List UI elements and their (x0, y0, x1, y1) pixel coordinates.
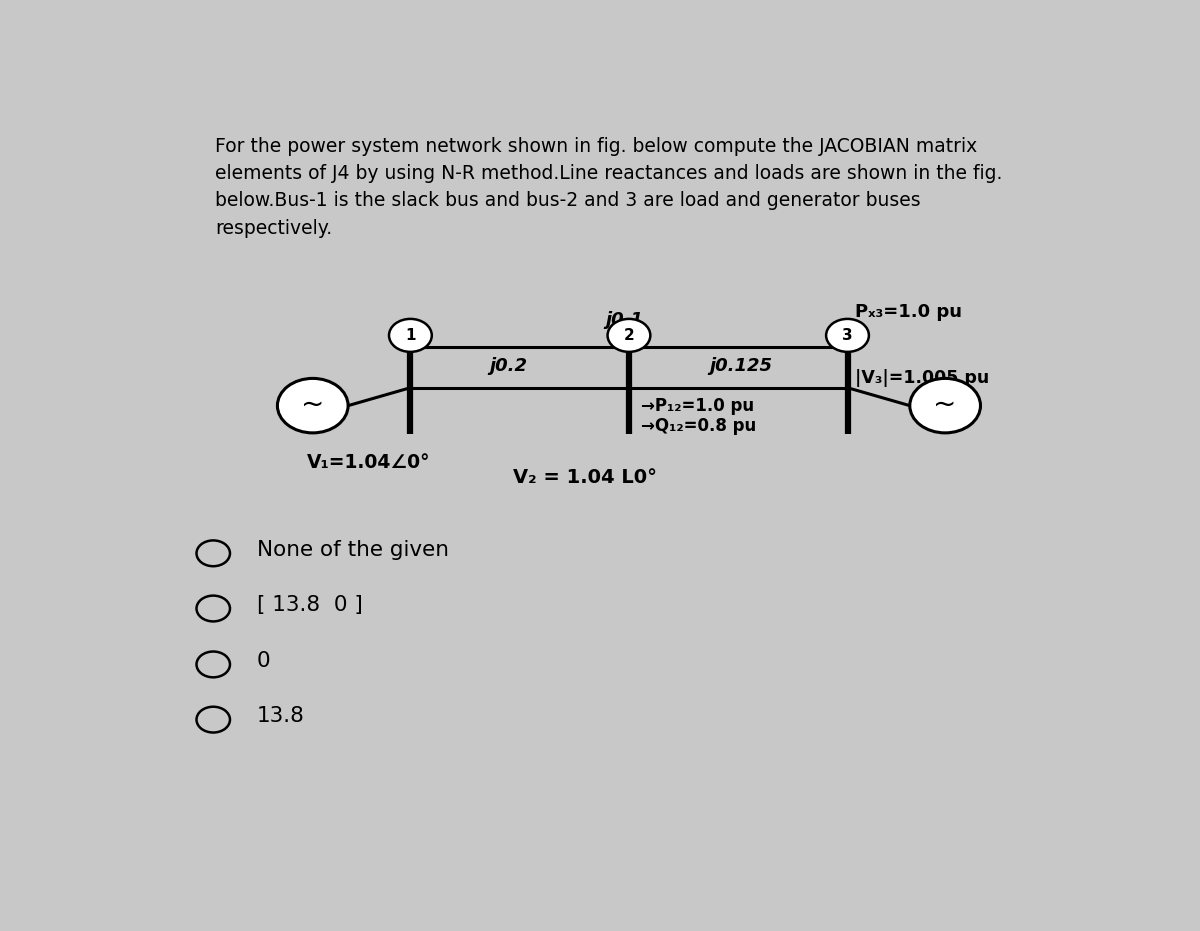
Text: 3: 3 (842, 328, 853, 343)
Text: Pₓ₃=1.0 pu: Pₓ₃=1.0 pu (854, 304, 962, 321)
Circle shape (910, 378, 980, 433)
Text: →P₁₂=1.0 pu: →P₁₂=1.0 pu (641, 397, 754, 414)
Text: V₁=1.04∠0°: V₁=1.04∠0° (307, 453, 431, 473)
Text: j0.2: j0.2 (490, 358, 527, 375)
Circle shape (277, 378, 348, 433)
Circle shape (826, 319, 869, 352)
Text: 13.8: 13.8 (257, 706, 305, 726)
Text: →Q₁₂=0.8 pu: →Q₁₂=0.8 pu (641, 417, 756, 435)
Text: V₂ = 1.04 L0°: V₂ = 1.04 L0° (514, 467, 658, 487)
Text: [ 13.8  0 ]: [ 13.8 0 ] (257, 595, 362, 615)
Text: 2: 2 (624, 328, 635, 343)
Text: j0.1: j0.1 (605, 311, 643, 329)
Text: ~: ~ (301, 390, 324, 418)
Text: 1: 1 (406, 328, 415, 343)
Text: ~: ~ (934, 390, 956, 418)
Text: None of the given: None of the given (257, 540, 449, 560)
Circle shape (389, 319, 432, 352)
Text: 0: 0 (257, 651, 270, 671)
Text: |V₃|=1.005 pu: |V₃|=1.005 pu (854, 370, 989, 387)
Text: For the power system network shown in fig. below compute the JACOBIAN matrix
ele: For the power system network shown in fi… (215, 137, 1002, 237)
Circle shape (607, 319, 650, 352)
Text: j0.125: j0.125 (709, 358, 772, 375)
